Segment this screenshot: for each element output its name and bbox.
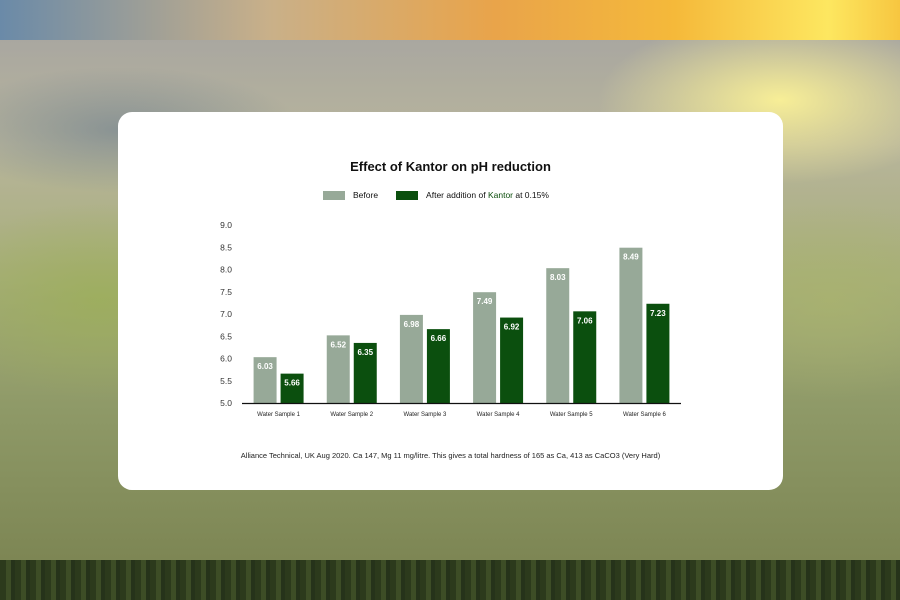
data-label-before: 6.03 — [257, 362, 273, 371]
bar-before — [253, 357, 277, 403]
chart-footnote: Alliance Technical, UK Aug 2020. Ca 147,… — [240, 451, 661, 460]
data-label-after: 6.66 — [431, 334, 447, 343]
bar-before — [326, 335, 350, 403]
x-tick-label: Water Sample 4 — [477, 412, 520, 418]
data-label-before: 7.49 — [477, 297, 493, 306]
bar-after — [646, 303, 670, 403]
x-tick-label: Water Sample 5 — [550, 412, 593, 418]
legend-label-after-prefix: After addition of — [426, 190, 488, 200]
data-label-after: 6.35 — [357, 348, 373, 357]
legend-swatch-after — [396, 190, 419, 200]
bar-after — [500, 317, 524, 403]
y-tick-label: 8.0 — [220, 265, 232, 275]
x-tick-label: Water Sample 2 — [330, 412, 373, 418]
legend-label-after: After addition of Kantor at 0.15% — [426, 190, 549, 200]
chart-legend: Before After addition of Kantor at 0.15% — [323, 189, 567, 201]
y-tick-label: 5.0 — [220, 398, 232, 408]
bar-after — [280, 373, 304, 403]
data-label-before: 8.03 — [550, 273, 566, 282]
data-label-after: 5.66 — [284, 379, 300, 388]
legend-label-before: Before — [353, 190, 379, 200]
bar-chart-plot: 5.0 5.5 6.0 6.5 7.0 7.5 8.0 8.5 9.0 6.03 5.66 Water… — [220, 220, 681, 418]
y-tick-label: 6.0 — [220, 354, 232, 364]
legend-label-after-brand: Kantor — [487, 190, 513, 200]
data-label-after: 7.23 — [650, 309, 666, 318]
x-tick-label: Water Sample 3 — [404, 412, 447, 418]
bar-before — [473, 292, 497, 403]
data-label-before: 6.52 — [330, 340, 346, 349]
x-tick-label: Water Sample 1 — [257, 412, 300, 418]
data-label-before: 8.49 — [623, 253, 639, 262]
background-crop-field — [0, 560, 900, 600]
y-tick-label: 7.0 — [220, 309, 232, 319]
chart-title: Effect of Kantor on pH reduction — [350, 159, 551, 174]
background-sky — [0, 0, 900, 40]
bar-before — [619, 247, 643, 403]
y-tick-label: 7.5 — [220, 287, 232, 297]
y-tick-label: 8.5 — [220, 242, 232, 252]
data-label-before: 6.98 — [404, 320, 420, 329]
bar-after — [426, 329, 450, 403]
y-tick-label: 5.5 — [220, 376, 232, 386]
data-label-after: 6.92 — [504, 323, 520, 332]
legend-label-after-suffix: at 0.15% — [513, 190, 549, 200]
data-label-after: 7.06 — [577, 316, 593, 325]
legend-item-after: After addition of Kantor at 0.15% — [396, 190, 549, 200]
legend-swatch-before — [323, 190, 345, 200]
legend-item-before: Before — [323, 190, 378, 200]
x-tick-label: Water Sample 6 — [623, 412, 666, 418]
bar-after — [573, 311, 597, 403]
bar-before — [546, 268, 570, 403]
bar-before — [399, 314, 423, 403]
y-tick-label: 6.5 — [220, 331, 232, 341]
y-tick-label: 9.0 — [220, 220, 232, 230]
chart-card: Effect of Kantor on pH reduction Before … — [118, 112, 783, 490]
bar-after — [353, 342, 377, 403]
